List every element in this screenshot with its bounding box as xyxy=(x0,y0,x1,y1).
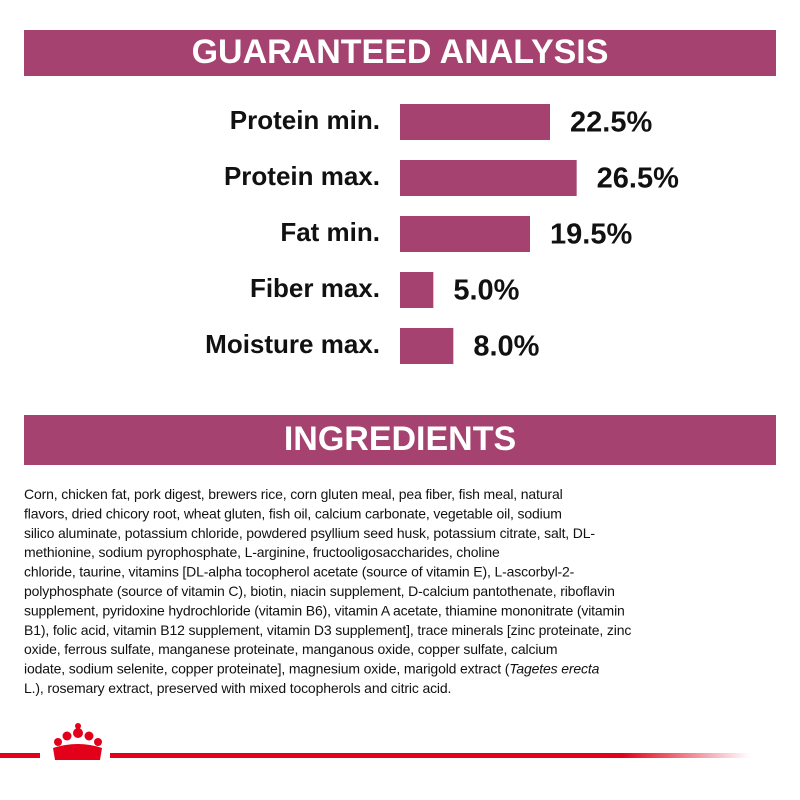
ingredient-line: iodate, sodium selenite, copper proteina… xyxy=(24,661,600,677)
category-label: Moisture max. xyxy=(205,329,380,359)
value-label: 19.5% xyxy=(550,219,632,251)
logo xyxy=(53,723,102,760)
category-label: Protein min. xyxy=(230,105,380,135)
ingredient-line: polyphosphate (source of vitamin C), bio… xyxy=(24,583,615,599)
bar xyxy=(400,160,577,196)
ingredient-line: supplement, pyridoxine hydrochloride (vi… xyxy=(24,602,625,618)
ingredient-italic: Tagetes erecta xyxy=(509,661,599,677)
bar xyxy=(400,104,550,140)
value-label: 8.0% xyxy=(473,331,539,363)
header-band xyxy=(24,30,776,76)
ingredients-text: Corn, chicken fat, pork digest, brewers … xyxy=(24,486,632,696)
category-label: Fat min. xyxy=(280,217,380,247)
bar xyxy=(400,272,434,308)
ingredient-line: L.), rosemary extract, preserved with mi… xyxy=(24,680,451,696)
chart-title: GUARANTEED ANALYSIS xyxy=(192,33,609,71)
value-label: 22.5% xyxy=(570,107,652,139)
ingredient-line: flavors, dried chicory root, wheat glute… xyxy=(24,505,562,521)
header-band xyxy=(24,415,776,465)
ingredient-line: chloride, taurine, vitamins [DL-alpha to… xyxy=(24,564,575,580)
bar xyxy=(400,216,530,252)
section-title: INGREDIENTS xyxy=(284,420,516,458)
category-label: Fiber max. xyxy=(250,273,380,303)
value-label: 5.0% xyxy=(453,275,519,307)
footer-line xyxy=(0,753,40,758)
footer-line xyxy=(110,753,750,758)
ingredient-line: oxide, ferrous sulfate, manganese protei… xyxy=(24,641,557,657)
bar xyxy=(400,328,454,364)
category-label: Protein max. xyxy=(224,161,380,191)
value-label: 26.5% xyxy=(597,163,679,195)
ingredient-line: silico aluminate, potassium chloride, po… xyxy=(24,525,595,541)
ingredient-line: Corn, chicken fat, pork digest, brewers … xyxy=(24,486,563,502)
ingredient-line: methionine, sodium pyrophosphate, L-argi… xyxy=(24,544,500,560)
ingredient-line: B1), folic acid, vitamin B12 supplement,… xyxy=(24,622,631,638)
